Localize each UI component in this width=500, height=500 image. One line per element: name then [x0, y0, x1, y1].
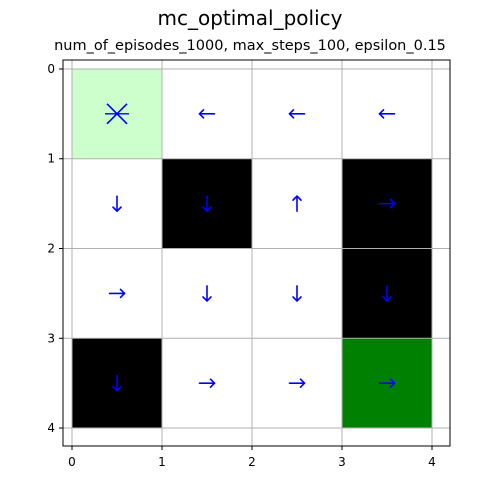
- x-tick-label: 2: [248, 455, 256, 469]
- x-tick-label: 3: [338, 455, 346, 469]
- axes-frame: [62, 59, 451, 447]
- policy-arrow-down: [382, 285, 392, 302]
- start-marker: [105, 103, 129, 125]
- gridlines: [63, 60, 450, 446]
- y-axis-ticks: 0 1 2 3 4: [47, 62, 63, 435]
- y-tick-label: 1: [47, 152, 55, 166]
- policy-arrow-down: [112, 374, 122, 392]
- figure-title: mc_optimal_policy: [157, 6, 343, 30]
- policy-arrow-left: [288, 109, 306, 119]
- y-tick-label: 4: [47, 421, 55, 435]
- policy-arrows: [105, 103, 396, 392]
- y-tick-label: 0: [47, 62, 55, 76]
- policy-arrow-right: [198, 378, 216, 388]
- x-tick-label: 4: [428, 455, 436, 469]
- grid-cells: [72, 68, 432, 429]
- policy-arrow-down: [292, 285, 302, 302]
- policy-arrow-right: [108, 288, 126, 299]
- policy-arrow-down: [202, 285, 212, 302]
- policy-arrow-down: [112, 195, 122, 212]
- policy-arrow-right: [288, 378, 306, 388]
- policy-arrow-right: [378, 198, 396, 209]
- policy-arrow-left: [198, 109, 216, 119]
- x-tick-label: 1: [158, 455, 166, 469]
- policy-arrow-right: [378, 378, 396, 388]
- x-axis-ticks: 0 1 2 3 4: [68, 446, 436, 469]
- y-tick-label: 3: [47, 331, 55, 345]
- y-tick-label: 2: [47, 242, 55, 256]
- policy-arrow-down: [202, 195, 212, 212]
- policy-arrow-left: [378, 109, 396, 119]
- axes-title: num_of_episodes_1000, max_steps_100, eps…: [54, 38, 446, 54]
- x-tick-label: 0: [68, 455, 76, 469]
- policy-arrow-up: [292, 195, 302, 212]
